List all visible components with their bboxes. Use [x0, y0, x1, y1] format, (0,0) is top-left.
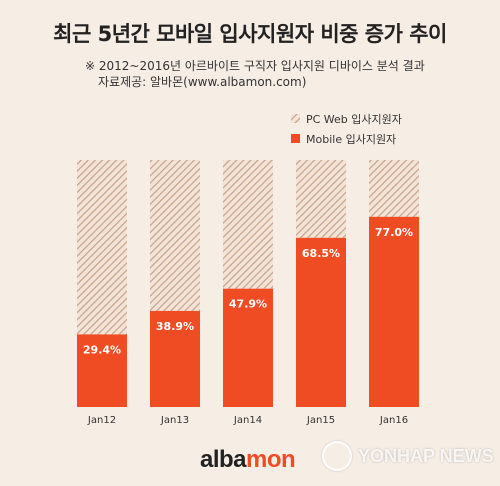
bar-mobile-jan14 [223, 288, 273, 407]
yonhap-logo-icon [322, 441, 352, 471]
albamon-logo: albamon [200, 446, 296, 473]
legend-label-mobile: Mobile 입사지원자 [306, 133, 396, 146]
bar-mobile-jan16 [369, 216, 419, 407]
x-tick-label-jan13: Jan13 [160, 415, 189, 426]
note-source-line: ※ 2012~2016년 아르바이트 구직자 입사지원 디바이스 분석 결과 [85, 59, 425, 73]
note-provider-line: 자료제공: 알바몬(www.albamon.com) [98, 75, 307, 89]
bar-mobile-jan15 [296, 237, 346, 407]
bar-mobile-jan12 [77, 334, 127, 407]
x-tick-label-jan12: Jan12 [87, 415, 116, 426]
bar-mobile-jan13 [150, 310, 200, 407]
bar-pc-jan15 [296, 160, 346, 238]
bar-pc-jan13 [150, 160, 200, 311]
data-label-jan14: 47.9% [229, 298, 267, 311]
data-label-jan15: 68.5% [302, 247, 340, 260]
bar-pc-jan12 [77, 160, 127, 335]
bar-pc-jan14 [223, 160, 273, 289]
x-tick-label-jan14: Jan14 [233, 415, 262, 426]
bar-pc-jan16 [369, 160, 419, 217]
x-tick-label-jan16: Jan16 [379, 415, 408, 426]
data-label-jan16: 77.0% [375, 226, 413, 239]
data-label-jan12: 29.4% [83, 343, 121, 356]
x-tick-label-jan15: Jan15 [306, 415, 335, 426]
legend-swatch-mobile [291, 134, 300, 143]
legend: PC Web 입사지원자 Mobile 입사지원자 [291, 113, 402, 146]
legend-label-pc: PC Web 입사지원자 [306, 113, 402, 126]
data-label-jan13: 38.9% [156, 320, 194, 333]
chart-note: ※ 2012~2016년 아르바이트 구직자 입사지원 디바이스 분석 결과 자… [85, 58, 425, 90]
watermark-text: YONHAP NEWS [358, 445, 494, 466]
chart-title: 최근 5년간 모바일 입사지원자 비중 증가 추이 [53, 22, 447, 46]
yonhap-watermark: YONHAP NEWS [322, 441, 494, 471]
bars: 29.4% Jan12 38.9% Jan13 47.9% Jan14 68.5% Jan15… [77, 160, 419, 426]
legend-swatch-pc [291, 114, 300, 123]
